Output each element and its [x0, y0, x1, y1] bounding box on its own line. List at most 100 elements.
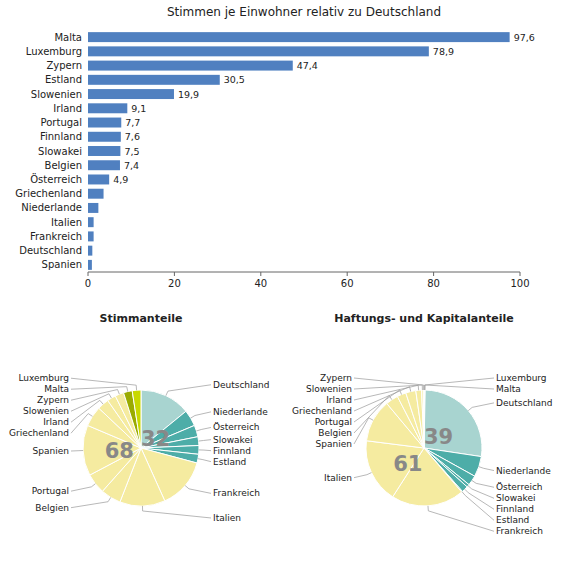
category-label: Portugal	[41, 117, 82, 128]
chart-canvas: Stimmen je Einwohner relativ zu Deutschl…	[0, 0, 566, 566]
data-label: 30,5	[224, 74, 245, 85]
chart-title: Stimmanteile	[100, 312, 183, 325]
pie-chart: Haftungs- und KapitalanteileLuxemburgMal…	[292, 312, 553, 536]
leader-line	[354, 387, 411, 411]
slice-label: Niederlande	[213, 407, 268, 417]
pie-labels: LuxemburgMaltaDeutschlandNiederlandeÖste…	[292, 373, 553, 536]
category-label: Österreich	[30, 173, 82, 185]
bar	[88, 217, 94, 227]
leader-line	[468, 486, 494, 499]
slice-label: Griechenland	[292, 406, 352, 416]
slice-label: Griechenland	[9, 428, 69, 438]
leader-line	[198, 459, 211, 462]
slice-label: Estland	[496, 515, 529, 525]
x-tick	[88, 272, 89, 276]
leader-line	[354, 385, 419, 400]
leader-line	[354, 418, 373, 444]
slice-label: Irland	[43, 417, 69, 427]
leader-line	[424, 378, 494, 390]
slice-label: Portugal	[315, 417, 352, 427]
bar	[88, 103, 127, 113]
leader-line	[199, 449, 211, 451]
bar	[88, 146, 120, 156]
pie-slice	[366, 441, 424, 497]
category-label: Slowakei	[38, 146, 82, 157]
slice-label: Malta	[496, 384, 521, 394]
bar	[88, 61, 293, 71]
bar	[88, 32, 510, 42]
category-label: Zypern	[46, 60, 82, 71]
category-label: Finnland	[40, 131, 82, 142]
leader-line	[479, 467, 494, 471]
leader-line	[71, 378, 137, 390]
leader-line	[71, 497, 111, 507]
bar	[88, 160, 120, 170]
category-label: Frankreich	[30, 231, 82, 242]
bar-chart: Stimmen je Einwohner relativ zu Deutschl…	[15, 5, 535, 289]
bar	[88, 203, 98, 213]
x-axis-line	[88, 272, 520, 273]
slice-label: Slowakei	[213, 435, 253, 445]
bar	[88, 174, 109, 184]
bar-labels: Malta97,6Luxemburg78,9Zypern47,4Estland3…	[15, 32, 535, 271]
x-tick	[260, 272, 261, 276]
data-label: 19,9	[178, 89, 199, 100]
slice-label: Slowenien	[306, 384, 352, 394]
slice-label: Österreich	[496, 482, 543, 492]
x-tick	[174, 272, 175, 276]
x-tick-label: 40	[254, 278, 267, 289]
leader-line	[468, 403, 494, 411]
leader-line	[71, 390, 119, 401]
leader-line	[199, 440, 211, 441]
category-label: Luxemburg	[26, 46, 82, 57]
data-label: 7,4	[124, 160, 139, 171]
bar	[88, 132, 121, 142]
leader-line	[425, 385, 494, 390]
bar-marks	[88, 32, 510, 270]
annotation: 39	[424, 425, 453, 449]
annotation: 32	[141, 427, 170, 451]
leader-line	[185, 486, 211, 494]
pie-slice	[416, 390, 424, 448]
slice-label: Luxemburg	[496, 373, 547, 383]
slice-label: Zypern	[320, 373, 352, 383]
slice-label: Österreich	[213, 422, 260, 432]
bar	[88, 246, 92, 256]
slice-label: Deutschland	[213, 380, 269, 390]
slice-label: Frankreich	[496, 526, 543, 536]
pie-slice	[406, 391, 424, 448]
data-label: 78,9	[433, 46, 454, 57]
leader-line	[166, 385, 211, 396]
leader-line	[71, 414, 92, 434]
slice-label: Slowenien	[23, 406, 69, 416]
slice-label: Portugal	[32, 486, 69, 496]
leader-line	[71, 450, 83, 452]
leader-line	[71, 394, 111, 411]
category-label: Griechenland	[15, 188, 82, 199]
bar	[88, 89, 174, 99]
pie-slices	[83, 390, 199, 506]
data-label: 9,1	[131, 103, 146, 114]
leader-line	[354, 378, 424, 390]
category-label: Estland	[45, 74, 82, 85]
slice-label: Belgien	[318, 428, 352, 438]
annotation: 61	[393, 452, 422, 476]
data-label: 4,9	[113, 174, 128, 185]
slice-label: Zypern	[37, 395, 69, 405]
bar	[88, 118, 121, 128]
bar	[88, 75, 220, 85]
x-tick	[520, 272, 521, 276]
slice-label: Italien	[213, 513, 241, 523]
leader-line	[191, 412, 211, 418]
bar	[88, 189, 104, 199]
bar	[88, 260, 92, 270]
slice-label: Spanien	[33, 446, 69, 456]
chart-title: Stimmen je Einwohner relativ zu Deutschl…	[167, 5, 441, 19]
category-label: Italien	[51, 217, 82, 228]
x-tick	[347, 272, 348, 276]
data-label: 47,4	[297, 60, 318, 71]
pie-chart: Stimmanteile Deutschland Niederlande Österr…	[9, 312, 270, 523]
x-tick-label: 60	[341, 278, 354, 289]
leader-line	[71, 387, 128, 392]
annotation: 68	[105, 439, 134, 463]
